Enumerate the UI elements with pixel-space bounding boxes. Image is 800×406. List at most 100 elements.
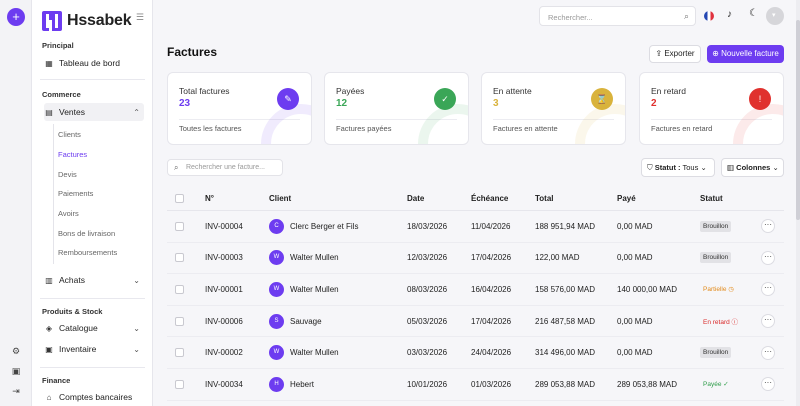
search-placeholder: Rechercher... [548,13,593,22]
invoice-number[interactable]: INV-00034 [205,379,243,389]
col-echeance[interactable]: Échéance [471,194,509,203]
client-name: Walter Mullen [290,253,339,263]
due-date-cell: 17/04/2026 [471,253,512,263]
more-actions-icon[interactable]: ··· [761,282,775,297]
col-date[interactable]: Date [407,194,425,203]
divider [40,367,145,368]
chevron-down-icon: ⌄ [133,323,140,333]
paid-cell: 289 053,88 MAD [617,379,678,389]
card-decoration [261,104,311,144]
divider [336,119,457,120]
chevron-down-icon: ⌄ [133,344,140,354]
page-title: Factures [167,45,218,59]
table-row[interactable]: INV-00001 W Walter Mullen 08/03/2026 16/04/2… [167,274,784,306]
row-checkbox[interactable] [175,348,184,358]
section-finance: Finance [42,376,71,385]
status-badge: Brouillon [700,347,732,359]
row-checkbox[interactable] [175,221,184,231]
brand[interactable]: Hssabek [42,10,132,32]
nav-inventaire[interactable]: ▣ Inventaire ⌄ [44,340,144,358]
status-badge: Partielle ◷ [703,286,734,294]
moon-icon[interactable]: ☾ [749,8,758,19]
col-client[interactable]: Client [269,194,292,203]
table-row[interactable]: INV-00002 W Walter Mullen 03/03/2026 24/04/2… [167,337,784,369]
status-filter-button[interactable]: ⛉ Statut : Tous ⌄ [641,158,715,177]
sub-avoirs[interactable]: Avoirs [58,209,79,218]
row-checkbox[interactable] [175,316,184,326]
select-all-checkbox[interactable] [175,194,184,203]
table-row[interactable]: INV-00034 H Hebert 10/01/2026 01/03/2026 289 … [167,369,784,401]
more-actions-icon[interactable]: ··· [761,314,775,329]
col-statut[interactable]: Statut [700,194,723,203]
nav-achats[interactable]: ▥ Achats ⌄ [44,271,144,289]
paid-cell: 0,00 MAD [617,348,653,358]
warehouse-icon: ▣ [45,344,53,354]
table-row[interactable]: INV-00006 S Sauvage 05/03/2026 17/04/2026 216… [167,306,784,338]
row-checkbox[interactable] [175,284,184,294]
sub-remboursements[interactable]: Remboursements [58,248,118,257]
invoice-number[interactable]: INV-00004 [205,221,243,231]
stat-card: Payées 12 ✓ Factures payées [324,72,469,145]
status-badge: Brouillon [700,252,732,264]
scrollbar[interactable] [796,0,800,406]
nav-comptes-bancaires[interactable]: ⌂ Comptes bancaires [44,388,144,406]
invoice-number[interactable]: INV-00003 [205,253,243,263]
bell-icon[interactable]: ♪ [727,9,732,20]
more-actions-icon[interactable]: ··· [761,250,775,265]
client-avatar: W [269,281,284,297]
total-cell: 289 053,88 MAD [535,379,596,389]
client-cell[interactable]: W Walter Mullen [269,243,339,274]
table-row[interactable]: INV-00003 W Walter Mullen 12/03/2026 17/04/2… [167,243,784,275]
sub-clients[interactable]: Clients [58,130,81,139]
sub-factures[interactable]: Factures [58,150,88,159]
client-cell[interactable]: H Hebert [269,369,314,400]
sub-bons-livraison[interactable]: Bons de livraison [58,229,116,238]
table-row[interactable]: INV-00004 C Clerc Berger et Fils 18/03/2026… [167,211,784,243]
status-filter-value: Tous [682,163,699,172]
scrollbar-thumb[interactable] [796,20,800,220]
logout-icon[interactable]: ⇥ [12,386,20,396]
client-cell[interactable]: W Walter Mullen [269,337,339,368]
nav-tableau-de-bord[interactable]: ▦ Tableau de bord [44,54,144,72]
sub-devis[interactable]: Devis [58,170,77,179]
more-actions-icon[interactable]: ··· [761,377,775,392]
new-invoice-button[interactable]: ⊕ Nouvelle facture [707,45,784,63]
add-icon[interactable]: + [7,8,25,26]
client-name: Sauvage [290,316,322,326]
columns-button[interactable]: ▥ Colonnes ⌄ [721,158,784,177]
status-badge: En retard ⓘ [703,319,739,327]
client-cell[interactable]: W Walter Mullen [269,274,339,305]
invoice-number[interactable]: INV-00002 [205,348,243,358]
global-search-input[interactable]: Rechercher... ⌕ [539,6,696,26]
sub-paiements[interactable]: Paiements [58,189,94,198]
col-num[interactable]: N° [205,194,214,203]
collapse-sidebar-icon[interactable]: ☰ [135,12,144,22]
settings-icon[interactable]: ⚙ [11,346,21,356]
divider [40,79,145,80]
row-checkbox[interactable] [175,253,184,263]
more-actions-icon[interactable]: ··· [761,219,775,234]
client-cell[interactable]: C Clerc Berger et Fils [269,211,358,242]
nav-ventes[interactable]: ▤ Ventes ⌃ [44,103,144,121]
invoice-number[interactable]: INV-00006 [205,316,243,326]
brand-name: Hssabek [67,12,132,29]
user-avatar[interactable] [766,7,784,25]
export-button[interactable]: ⇪ Exporter [649,45,701,63]
invoice-search-input[interactable]: ⌕ Rechercher une facture... [167,159,283,176]
row-checkbox[interactable] [175,379,184,389]
stat-card-footer: Factures en attente [493,124,558,133]
col-total[interactable]: Total [535,194,554,203]
paid-cell: 0,00 MAD [617,221,653,231]
nav-catalogue[interactable]: ◈ Catalogue ⌄ [44,319,144,337]
more-actions-icon[interactable]: ··· [761,345,775,360]
date-cell: 12/03/2026 [407,253,448,263]
client-cell[interactable]: S Sauvage [269,306,322,337]
divider [40,298,145,299]
language-flag-icon[interactable] [704,11,714,21]
date-cell: 08/03/2026 [407,284,448,294]
col-paye[interactable]: Payé [617,194,636,203]
invoice-number[interactable]: INV-00001 [205,284,243,294]
stat-card-value: 12 [336,98,348,109]
paid-cell: 140 000,00 MAD [617,284,678,294]
lock-icon[interactable]: ▣ [11,366,21,376]
